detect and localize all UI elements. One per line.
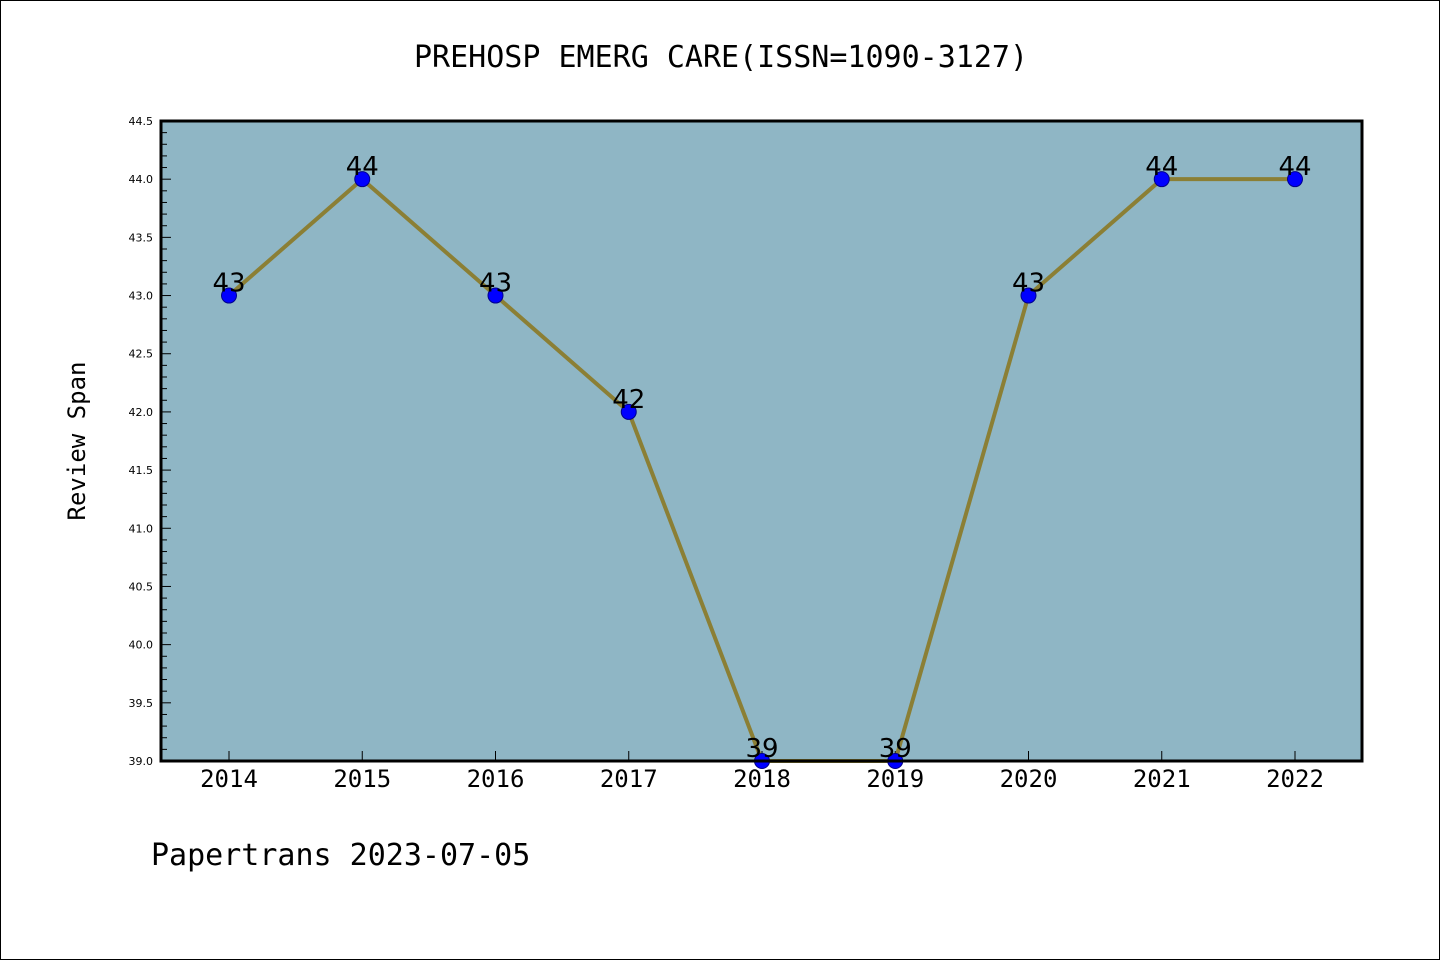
- y-tick-label: 42.5: [129, 348, 154, 361]
- data-point: [221, 287, 237, 304]
- data-point: [620, 403, 637, 420]
- x-tick-label: 2018: [733, 765, 791, 793]
- y-tick-label: 44.5: [129, 115, 154, 128]
- chart-title: PREHOSP EMERG CARE(ISSN=1090-3127): [414, 40, 1028, 75]
- y-axis: 39.0 39.5 40.0 40.5 41.0 41.5 42.0 42.5 43.0 43.5…: [129, 115, 171, 768]
- x-tick-label: 2019: [866, 765, 924, 793]
- y-axis-label: Review Span: [63, 362, 91, 521]
- x-tick-label: 2014: [200, 765, 258, 793]
- data-point: [487, 287, 504, 304]
- y-tick-label: 43.5: [129, 231, 154, 244]
- data-point: [1020, 287, 1037, 304]
- x-tick-label: 2020: [1000, 765, 1058, 793]
- x-axis: 2014 2015 2016 2017 2018 2019 2020 2021 2022: [200, 751, 1324, 793]
- y-tick-label: 40.0: [129, 639, 154, 652]
- plot-frame: [159, 119, 1364, 763]
- plot-area: [161, 121, 1362, 761]
- x-tick-label: 2021: [1133, 765, 1191, 793]
- y-tick-label: 44.0: [129, 173, 154, 186]
- data-point: [354, 171, 371, 188]
- data-label: 44: [1145, 152, 1178, 182]
- y-tick-label: 41.0: [129, 522, 154, 535]
- x-tick-label: 2015: [333, 765, 391, 793]
- data-label: 39: [745, 734, 778, 764]
- data-point: [1287, 171, 1303, 188]
- data-label: 42: [612, 385, 645, 415]
- y-tick-label: 41.5: [129, 464, 154, 477]
- data-label: 44: [1278, 152, 1311, 182]
- data-labels: 43 44 43 42 39 39 43 44 44: [212, 152, 1311, 764]
- data-label: 39: [879, 734, 912, 764]
- data-label: 43: [212, 269, 245, 299]
- y-tick-label: 43.0: [129, 290, 154, 303]
- data-point: [1153, 171, 1170, 188]
- y-tick-label: 39.5: [129, 697, 154, 710]
- x-tick-label: 2017: [600, 765, 658, 793]
- x-tick-label: 2022: [1266, 765, 1324, 793]
- y-tick-label: 39.0: [129, 755, 154, 768]
- data-label: 43: [1012, 269, 1045, 299]
- data-label: 44: [346, 152, 379, 182]
- x-tick-label: 2016: [467, 765, 525, 793]
- y-tick-label: 40.5: [129, 580, 154, 593]
- footer-credit: Papertrans 2023-07-05: [151, 838, 530, 873]
- data-label: 43: [479, 269, 512, 299]
- y-tick-label: 42.0: [129, 406, 154, 419]
